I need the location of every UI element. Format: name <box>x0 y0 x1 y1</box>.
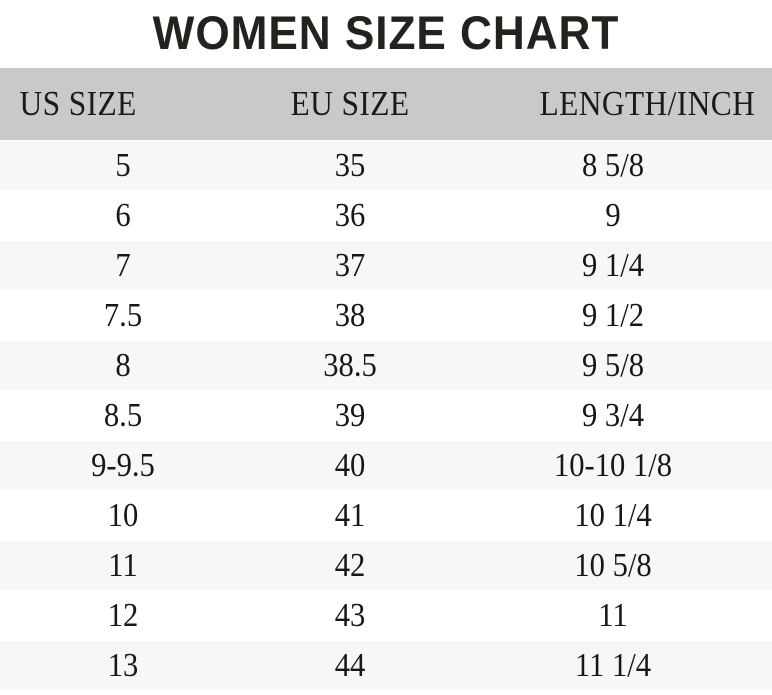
cell-length-inch: 8 5/8 <box>469 140 757 191</box>
cell-us-size: 9-9.5 <box>12 440 234 491</box>
table-row: 5 35 8 5/8 <box>0 140 772 191</box>
column-header-us-size: US SIZE <box>19 84 137 123</box>
cell-eu-size: 36 <box>256 190 444 241</box>
cell-us-size: 13 <box>12 640 234 690</box>
cell-us-size: 5 <box>12 140 234 191</box>
cell-length-inch: 11 <box>469 590 757 641</box>
cell-eu-size: 37 <box>256 240 444 291</box>
table-row: 10 41 10 1/4 <box>0 490 772 541</box>
cell-length-inch: 9 3/4 <box>469 390 757 441</box>
cell-us-size: 6 <box>12 190 234 241</box>
cell-eu-size: 40 <box>256 440 444 491</box>
table-row: 11 42 10 5/8 <box>0 540 772 591</box>
table-header: US SIZE EU SIZE LENGTH/INCH <box>0 68 772 141</box>
cell-eu-size: 38 <box>256 290 444 341</box>
cell-us-size: 10 <box>12 490 234 541</box>
cell-length-inch: 11 1/4 <box>469 640 757 690</box>
cell-length-inch: 10-10 1/8 <box>469 440 757 491</box>
cell-length-inch: 10 1/4 <box>469 490 757 541</box>
size-chart-table: US SIZE EU SIZE LENGTH/INCH 5 35 8 5/8 6 36 9… <box>0 68 772 690</box>
cell-us-size: 12 <box>12 590 234 641</box>
cell-us-size: 8 <box>12 340 234 391</box>
cell-eu-size: 38.5 <box>256 340 444 391</box>
cell-length-inch: 10 5/8 <box>469 540 757 591</box>
cell-length-inch: 9 1/4 <box>469 240 757 291</box>
cell-us-size: 11 <box>12 540 234 591</box>
page-title: WOMEN SIZE CHART <box>152 6 620 59</box>
cell-length-inch: 9 <box>469 190 757 241</box>
table-body: 5 35 8 5/8 6 36 9 7 37 9 1/4 7.5 38 9 1/2 8 38.5 9 5/8… <box>0 140 772 690</box>
column-header-length-inch: LENGTH/INCH <box>539 84 756 123</box>
cell-length-inch: 9 5/8 <box>469 340 757 391</box>
table-row: 13 44 11 1/4 <box>0 640 772 690</box>
table-header-row: US SIZE EU SIZE LENGTH/INCH <box>0 68 772 141</box>
table-row: 12 43 11 <box>0 590 772 641</box>
table-row: 7 37 9 1/4 <box>0 240 772 291</box>
cell-eu-size: 35 <box>256 140 444 191</box>
cell-us-size: 8.5 <box>12 390 234 441</box>
cell-us-size: 7.5 <box>12 290 234 341</box>
table-row: 6 36 9 <box>0 190 772 241</box>
table-row: 9-9.5 40 10-10 1/8 <box>0 440 772 491</box>
table-row: 8.5 39 9 3/4 <box>0 390 772 441</box>
column-header-eu-size: EU SIZE <box>290 84 410 123</box>
cell-eu-size: 43 <box>256 590 444 641</box>
table-row: 7.5 38 9 1/2 <box>0 290 772 341</box>
cell-eu-size: 41 <box>256 490 444 541</box>
cell-us-size: 7 <box>12 240 234 291</box>
table-row: 8 38.5 9 5/8 <box>0 340 772 391</box>
cell-eu-size: 44 <box>256 640 444 690</box>
cell-length-inch: 9 1/2 <box>469 290 757 341</box>
cell-eu-size: 39 <box>256 390 444 441</box>
cell-eu-size: 42 <box>256 540 444 591</box>
